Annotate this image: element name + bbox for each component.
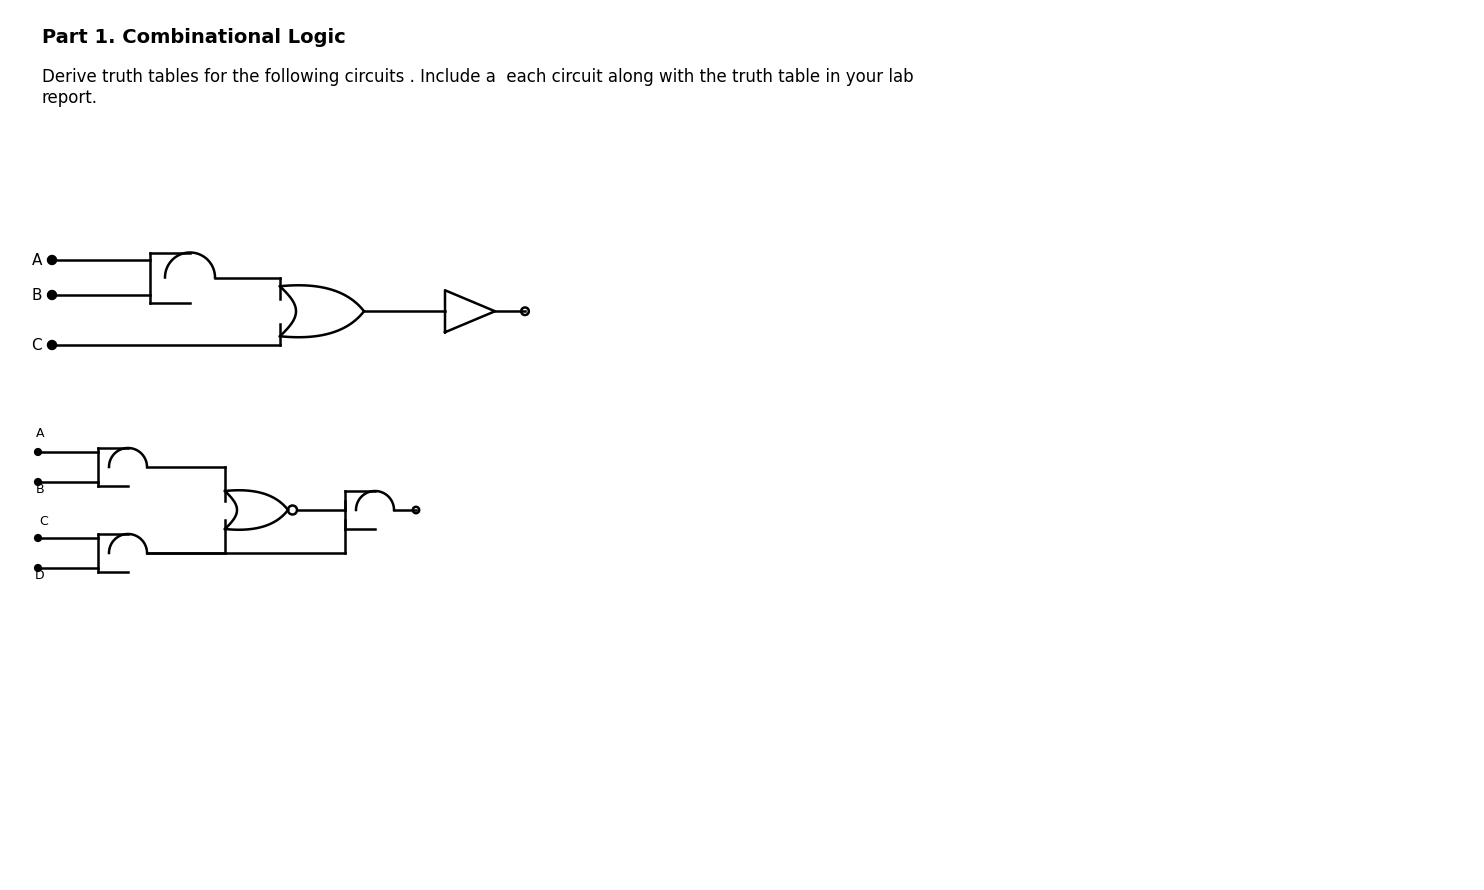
Text: C: C — [40, 515, 49, 528]
Circle shape — [47, 341, 56, 350]
Text: B: B — [36, 483, 45, 496]
Circle shape — [34, 535, 42, 541]
Text: C: C — [31, 337, 42, 352]
Text: A: A — [31, 253, 42, 268]
Text: B: B — [31, 287, 42, 303]
Circle shape — [34, 479, 42, 485]
Text: A: A — [36, 427, 45, 440]
Circle shape — [47, 290, 56, 300]
Text: Part 1. Combinational Logic: Part 1. Combinational Logic — [42, 28, 346, 47]
Circle shape — [47, 255, 56, 264]
Text: Derive truth tables for the following circuits . Include a  each circuit along w: Derive truth tables for the following ci… — [42, 68, 914, 107]
Circle shape — [34, 449, 42, 456]
Text: D: D — [36, 569, 45, 582]
Circle shape — [34, 564, 42, 571]
